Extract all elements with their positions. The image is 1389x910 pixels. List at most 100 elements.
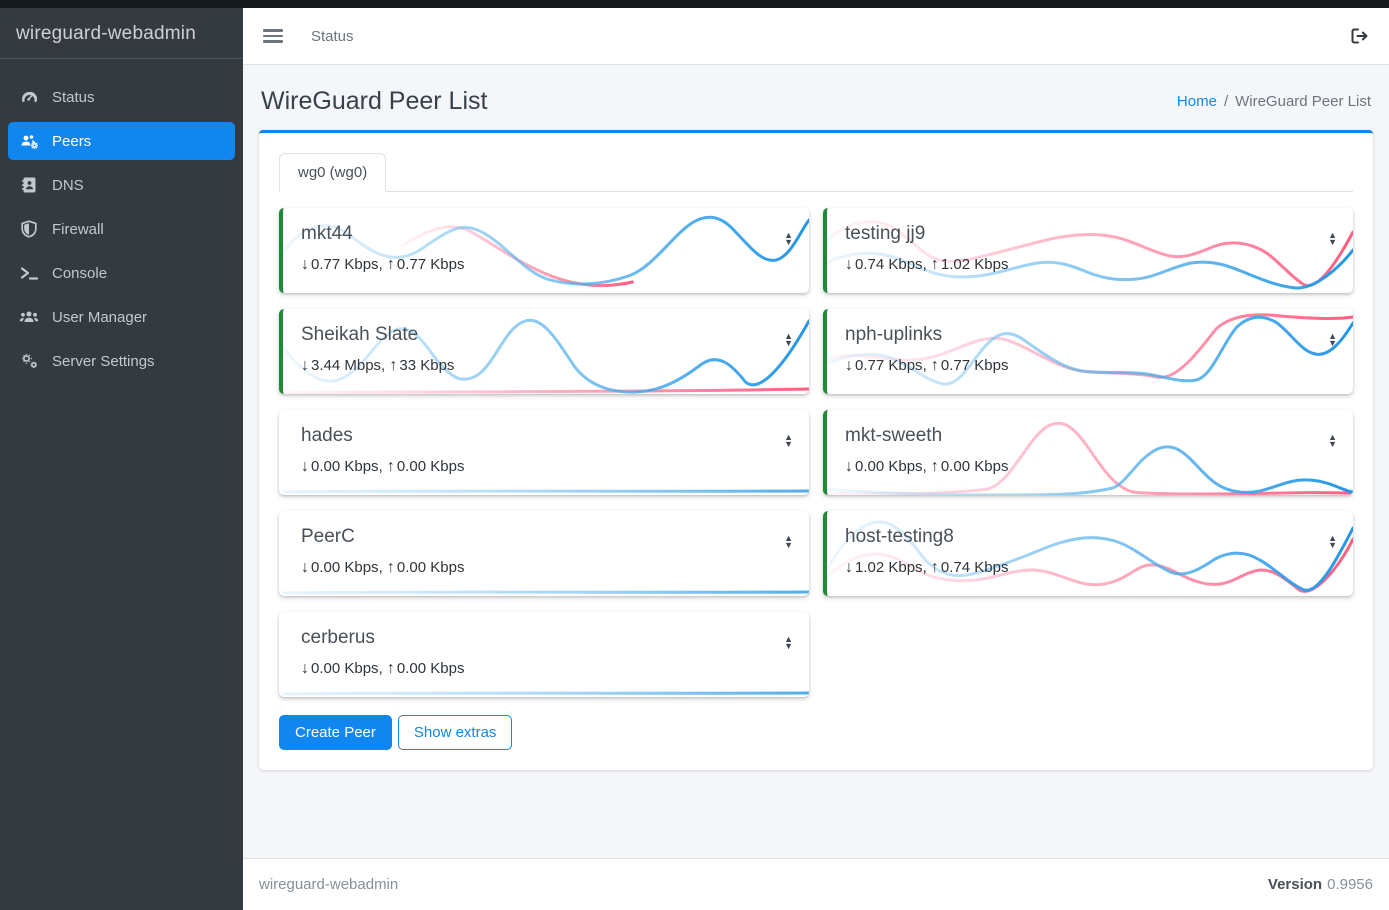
- sort-handle-icon[interactable]: ▲ ▼: [1328, 331, 1337, 348]
- version-label: Version: [1267, 876, 1323, 893]
- navbar-status-link[interactable]: Status: [311, 27, 354, 45]
- sidebar-item-server-settings[interactable]: Server Settings: [8, 342, 235, 380]
- breadcrumb-separator: /: [1223, 93, 1229, 110]
- sort-handle-icon[interactable]: ▲ ▼: [784, 432, 793, 449]
- sidebar-item-label: DNS: [52, 176, 84, 194]
- breadcrumb-current: WireGuard Peer List: [1235, 93, 1371, 110]
- interface-tabs: wg0 (wg0): [279, 153, 1353, 192]
- users-gear-icon: [18, 132, 40, 150]
- download-arrow-icon: ↓: [301, 559, 309, 576]
- peer-traffic-stats: ↓ 0.77 Kbps, ↑ 0.77 Kbps: [301, 256, 465, 273]
- upload-arrow-icon: ↑: [930, 357, 939, 374]
- top-navbar: Status: [243, 8, 1389, 65]
- peer-card[interactable]: mkt44 ↓ 0.77 Kbps, ↑ 0.77 Kbps ▲ ▼: [279, 208, 809, 293]
- peer-card[interactable]: mkt-sweeth ↓ 0.00 Kbps, ↑ 0.00 Kbps ▲ ▼: [823, 410, 1353, 495]
- gears-icon: [18, 352, 40, 370]
- traffic-sparkline: [283, 590, 809, 595]
- version-value: 0.9956: [1327, 876, 1373, 893]
- download-arrow-icon: ↓: [845, 357, 853, 374]
- peer-card[interactable]: host-testing8 ↓ 1.02 Kbps, ↑ 0.74 Kbps ▲ ▼: [823, 511, 1353, 596]
- footer-brand: wireguard-webadmin: [259, 876, 399, 893]
- traffic-sparkline: [827, 421, 1353, 495]
- upload-arrow-icon: ↑: [386, 458, 395, 475]
- sort-handle-icon[interactable]: ▲ ▼: [1328, 230, 1337, 247]
- upload-arrow-icon: ↑: [930, 256, 939, 273]
- sort-handle-icon[interactable]: ▲ ▼: [784, 533, 793, 550]
- peer-name: testing jj9: [845, 223, 926, 244]
- peer-card[interactable]: cerberus ↓ 0.00 Kbps, ↑ 0.00 Kbps ▲ ▼: [279, 612, 809, 697]
- breadcrumb-home-link[interactable]: Home: [1176, 93, 1217, 110]
- sidebar-item-label: Peers: [52, 132, 92, 150]
- sidebar-item-status[interactable]: Status: [8, 78, 235, 116]
- download-arrow-icon: ↓: [845, 256, 853, 273]
- brand-title[interactable]: wireguard-webadmin: [0, 8, 243, 59]
- peer-name: host-testing8: [845, 526, 954, 547]
- peer-traffic-stats: ↓ 1.02 Kbps, ↑ 0.74 Kbps: [845, 559, 1009, 576]
- sidebar-item-peers[interactable]: Peers: [8, 122, 235, 160]
- upload-arrow-icon: ↑: [930, 458, 939, 475]
- sort-handle-icon[interactable]: ▲ ▼: [784, 634, 793, 651]
- sidebar-nav: Status Peers DNS Firewall: [0, 75, 243, 383]
- upload-arrow-icon: ↑: [386, 559, 395, 576]
- footer: wireguard-webadmin Version 0.9956: [243, 858, 1389, 910]
- sidebar-item-label: Server Settings: [52, 352, 155, 370]
- traffic-sparkline: [283, 318, 809, 394]
- sidebar-item-dns[interactable]: DNS: [8, 166, 235, 204]
- sidebar-item-console[interactable]: Console: [8, 254, 235, 292]
- traffic-sparkline: [827, 520, 1353, 593]
- content-area: WireGuard Peer List Home / WireGuard Peer …: [243, 65, 1389, 858]
- download-arrow-icon: ↓: [301, 458, 309, 475]
- sidebar-item-label: Firewall: [52, 220, 104, 238]
- logout-icon[interactable]: [1350, 27, 1369, 45]
- sort-handle-icon[interactable]: ▲ ▼: [784, 331, 793, 348]
- peer-card[interactable]: PeerC ↓ 0.00 Kbps, ↑ 0.00 Kbps ▲ ▼: [279, 511, 809, 596]
- peer-traffic-stats: ↓ 3.44 Mbps, ↑ 33 Kbps: [301, 357, 455, 374]
- peer-name: cerberus: [301, 627, 375, 648]
- upload-arrow-icon: ↑: [386, 256, 395, 273]
- sidebar-item-user-manager[interactable]: User Manager: [8, 298, 235, 336]
- traffic-sparkline: [283, 691, 809, 696]
- sidebar-item-firewall[interactable]: Firewall: [8, 210, 235, 248]
- peer-traffic-stats: ↓ 0.00 Kbps, ↑ 0.00 Kbps: [301, 660, 465, 677]
- tachometer-icon: [18, 88, 40, 106]
- peer-card[interactable]: nph-uplinks ↓ 0.77 Kbps, ↑ 0.77 Kbps ▲ ▼: [823, 309, 1353, 394]
- tab-wg0[interactable]: wg0 (wg0): [279, 153, 387, 192]
- download-arrow-icon: ↓: [845, 458, 853, 475]
- peer-card[interactable]: Sheikah Slate ↓ 3.44 Mbps, ↑ 33 Kbps ▲ ▼: [279, 309, 809, 394]
- download-arrow-icon: ↓: [301, 660, 309, 677]
- footer-version: Version 0.9956: [1268, 876, 1373, 893]
- peer-name: PeerC: [301, 526, 355, 547]
- traffic-sparkline: [283, 215, 809, 288]
- peer-name: mkt-sweeth: [845, 425, 943, 446]
- upload-arrow-icon: ↑: [930, 559, 939, 576]
- sidebar-toggle-icon[interactable]: [263, 29, 283, 43]
- traffic-sparkline: [827, 313, 1353, 386]
- peer-name: nph-uplinks: [845, 324, 943, 345]
- peer-card[interactable]: testing jj9 ↓ 0.74 Kbps, ↑ 1.02 Kbps ▲ ▼: [823, 208, 1353, 293]
- peer-name: mkt44: [301, 223, 353, 244]
- sidebar-item-label: Console: [52, 264, 108, 282]
- page-title: WireGuard Peer List: [261, 87, 488, 115]
- terminal-icon: [18, 264, 40, 282]
- peer-traffic-stats: ↓ 0.00 Kbps, ↑ 0.00 Kbps: [845, 458, 1009, 475]
- peer-name: Sheikah Slate: [301, 324, 419, 345]
- breadcrumb: Home / WireGuard Peer List: [1177, 93, 1371, 110]
- peer-card[interactable]: hades ↓ 0.00 Kbps, ↑ 0.00 Kbps ▲ ▼: [279, 410, 809, 495]
- sort-handle-icon[interactable]: ▲ ▼: [1328, 432, 1337, 449]
- sidebar: wireguard-webadmin Status Peers DNS: [0, 8, 243, 910]
- sidebar-item-label: Status: [52, 88, 95, 106]
- sort-handle-icon[interactable]: ▲ ▼: [1328, 533, 1337, 550]
- peer-traffic-stats: ↓ 0.00 Kbps, ↑ 0.00 Kbps: [301, 458, 465, 475]
- peer-traffic-stats: ↓ 0.74 Kbps, ↑ 1.02 Kbps: [845, 256, 1009, 273]
- sort-handle-icon[interactable]: ▲ ▼: [784, 230, 793, 247]
- download-arrow-icon: ↓: [301, 357, 309, 374]
- peer-list-card: wg0 (wg0) mkt44 ↓ 0.77 Kbps, ↑ 0.77 Kbps ▲…: [259, 130, 1373, 770]
- download-arrow-icon: ↓: [301, 256, 309, 273]
- show-extras-button[interactable]: Show extras: [397, 715, 513, 750]
- peer-grid: mkt44 ↓ 0.77 Kbps, ↑ 0.77 Kbps ▲ ▼ testing …: [279, 208, 1353, 697]
- download-arrow-icon: ↓: [845, 559, 853, 576]
- peer-name: hades: [301, 425, 353, 446]
- traffic-sparkline: [283, 489, 809, 494]
- create-peer-button[interactable]: Create Peer: [279, 715, 392, 750]
- shield-icon: [18, 220, 40, 238]
